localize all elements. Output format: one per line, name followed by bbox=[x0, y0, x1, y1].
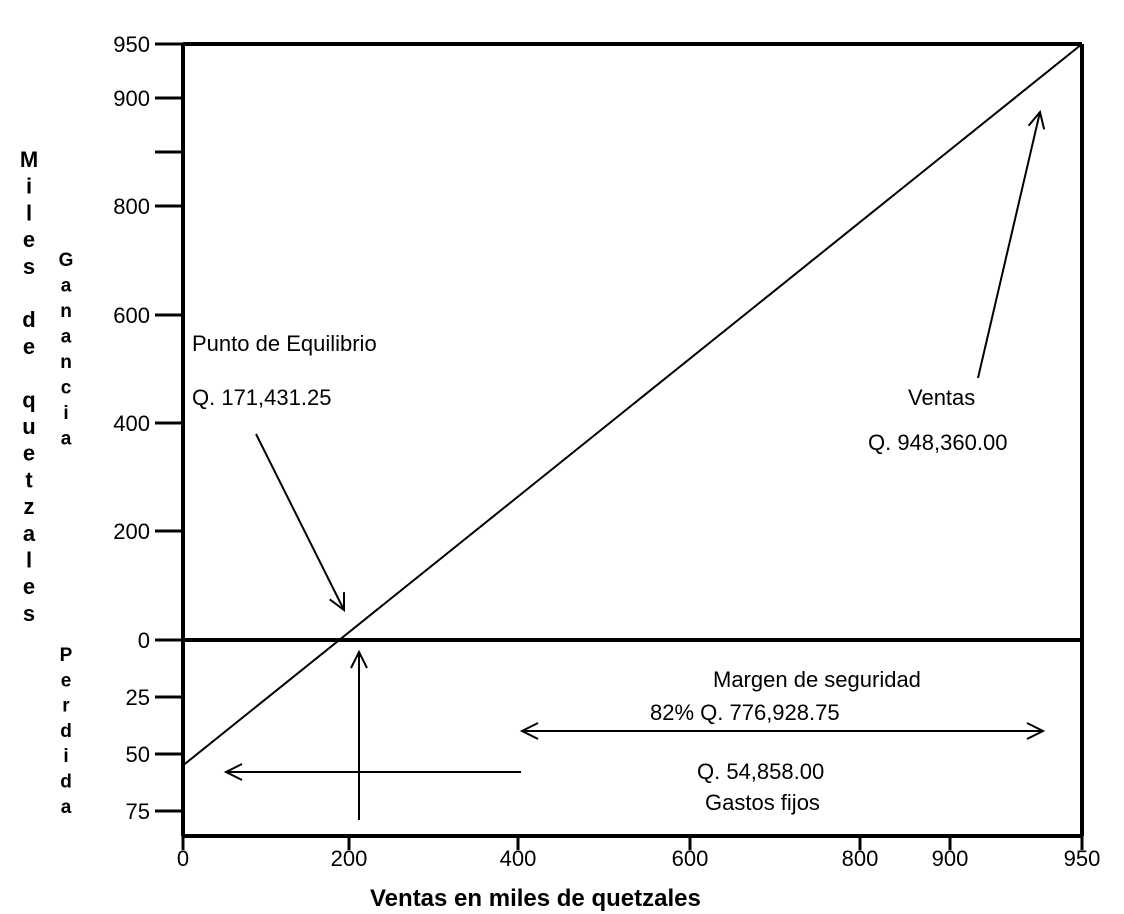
y-tick-label: 200 bbox=[113, 519, 150, 544]
fixed-costs-value: Q. 54,858.00 bbox=[697, 759, 824, 784]
y-tick-label: 75 bbox=[126, 799, 150, 824]
x-tick-label: 600 bbox=[672, 846, 709, 871]
sales-arrow-head bbox=[1027, 109, 1046, 130]
vertical-letter: r bbox=[62, 696, 70, 717]
y-tick-label: 0 bbox=[138, 628, 150, 653]
break-even-title: Punto de Equilibrio bbox=[192, 331, 377, 356]
sales-line-series bbox=[182, 43, 1083, 767]
vertical-letter: i bbox=[63, 746, 68, 767]
vertical-letter: e bbox=[23, 227, 35, 252]
x-tick-label: 950 bbox=[1064, 846, 1101, 871]
x-tick-label: 900 bbox=[932, 846, 969, 871]
margin-value: 82% Q. 776,928.75 bbox=[650, 700, 840, 725]
vertical-letter: n bbox=[60, 352, 72, 373]
y-tick-label: 600 bbox=[113, 303, 150, 328]
vertical-letter: a bbox=[61, 276, 72, 297]
x-tick-label: 400 bbox=[500, 846, 537, 871]
vertical-letter: a bbox=[61, 327, 72, 348]
vertical-letter: e bbox=[23, 334, 35, 359]
vertical-letter: e bbox=[23, 574, 35, 599]
vertical-letter: l bbox=[26, 200, 32, 225]
vertical-letter: s bbox=[23, 254, 35, 279]
annotation-arrows bbox=[223, 109, 1046, 820]
margin-arrow-head bbox=[1026, 722, 1046, 740]
vertical-letter: q bbox=[22, 387, 35, 412]
x-tick-label: 200 bbox=[331, 846, 368, 871]
vertical-letter: a bbox=[61, 429, 72, 450]
vertical-letter: d bbox=[60, 772, 72, 793]
sales-value: Q. 948,360.00 bbox=[868, 430, 1007, 455]
plot-frame bbox=[181, 42, 1084, 838]
fixed-costs-arrow-head bbox=[223, 763, 243, 781]
vertical-letter: e bbox=[61, 670, 72, 691]
vertical-letter: d bbox=[60, 721, 72, 742]
y-tick-label: 50 bbox=[126, 742, 150, 767]
x-tick-labels: 0 200 400 600 800 900 950 bbox=[177, 846, 1100, 871]
x-axis-title: Ventas en miles de quetzales bbox=[370, 885, 701, 912]
x-tick-label: 800 bbox=[842, 846, 879, 871]
vertical-letter: a bbox=[61, 797, 72, 818]
vertical-letter: M bbox=[20, 147, 38, 172]
y-tick-label: 25 bbox=[126, 685, 150, 710]
vertical-letter: i bbox=[63, 403, 68, 424]
vertical-letter: n bbox=[60, 301, 72, 322]
y-tick-labels: 950 900 800 600 400 200 0 25 50 75 bbox=[113, 32, 150, 824]
vertical-letter: e bbox=[23, 441, 35, 466]
axis-ticks bbox=[155, 42, 1084, 850]
x-tick-label: 0 bbox=[177, 846, 189, 871]
vertical-letter: d bbox=[22, 307, 35, 332]
vertical-letter: a bbox=[23, 521, 36, 546]
break-even-arrow-head bbox=[329, 592, 345, 613]
margin-title: Margen de seguridad bbox=[713, 667, 921, 692]
vertical-letter: s bbox=[23, 601, 35, 626]
vertical-letter: u bbox=[22, 414, 35, 439]
y-tick-label: 900 bbox=[113, 86, 150, 111]
break-even-up-arrow-head bbox=[350, 649, 368, 669]
fixed-costs-title: Gastos fijos bbox=[705, 790, 820, 815]
sales-title: Ventas bbox=[908, 385, 975, 410]
break-even-arrow bbox=[255, 433, 345, 611]
y-tick-label: 800 bbox=[113, 194, 150, 219]
vertical-letter: i bbox=[26, 174, 32, 199]
vertical-letter: c bbox=[61, 378, 72, 399]
y-tick-label: 950 bbox=[113, 32, 150, 57]
vertical-letter: z bbox=[24, 494, 35, 519]
vertical-letter: G bbox=[59, 250, 74, 271]
y-tick-label: 400 bbox=[113, 411, 150, 436]
margin-arrow-head-start bbox=[519, 722, 539, 740]
vertical-letter: t bbox=[25, 467, 33, 492]
break-even-value: Q. 171,431.25 bbox=[192, 385, 331, 410]
sales-arrow bbox=[977, 111, 1041, 379]
vertical-letter: l bbox=[26, 548, 32, 573]
sales-line bbox=[182, 43, 1083, 767]
vertical-letter: P bbox=[60, 645, 73, 666]
